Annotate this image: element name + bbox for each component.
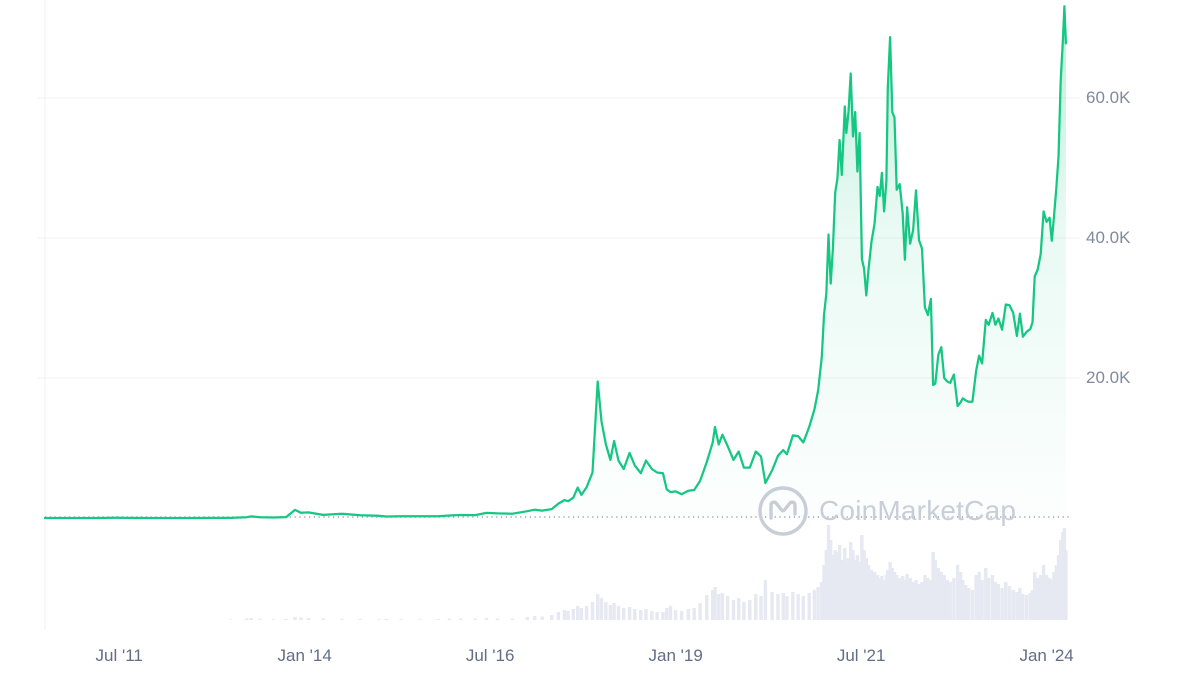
y-tick-label: 60.0K — [1086, 88, 1131, 107]
x-tick-label: Jan '14 — [277, 646, 332, 665]
y-tick-label: 40.0K — [1086, 228, 1131, 247]
x-tick-label: Jul '16 — [465, 646, 515, 665]
x-tick-label: Jul '11 — [95, 646, 143, 665]
x-tick-label: Jul '21 — [836, 646, 886, 665]
y-tick-label: 20.0K — [1086, 368, 1131, 387]
x-tick-label: Jan '24 — [1019, 646, 1074, 665]
x-tick-label: Jan '19 — [648, 646, 703, 665]
